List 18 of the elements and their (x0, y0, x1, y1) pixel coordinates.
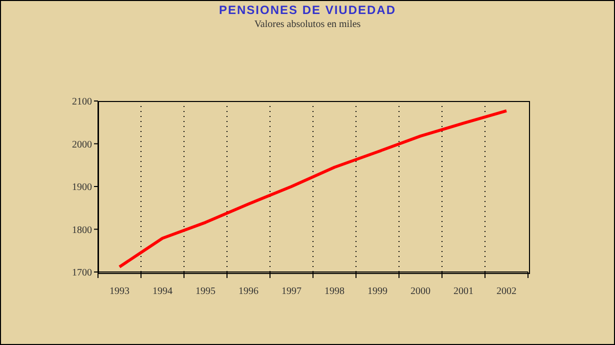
x-tick-label: 2002 (496, 286, 516, 297)
x-tick-label: 1995 (196, 286, 216, 297)
x-tick-label: 2000 (410, 286, 430, 297)
x-tick-label: 2001 (454, 286, 474, 297)
x-tick-label: 1994 (152, 286, 172, 297)
y-tick-label: 1700 (72, 268, 92, 279)
x-tick-label: 1999 (368, 286, 388, 297)
x-tick-label: 1996 (238, 286, 258, 297)
x-tick-label: 1997 (282, 286, 302, 297)
x-tick-label: 1993 (110, 286, 130, 297)
x-tick-label: 1998 (324, 286, 344, 297)
y-tick-label: 1800 (72, 224, 92, 236)
y-tick-label: 1900 (72, 182, 92, 194)
chart-title: PENSIONES DE VIUDEDAD (218, 3, 398, 17)
y-tick-label: 2100 (72, 96, 92, 108)
chart-subtitle: Valores absolutos en miles (253, 19, 362, 30)
line-series (118, 109, 508, 268)
y-tick-label: 2000 (72, 139, 92, 150)
